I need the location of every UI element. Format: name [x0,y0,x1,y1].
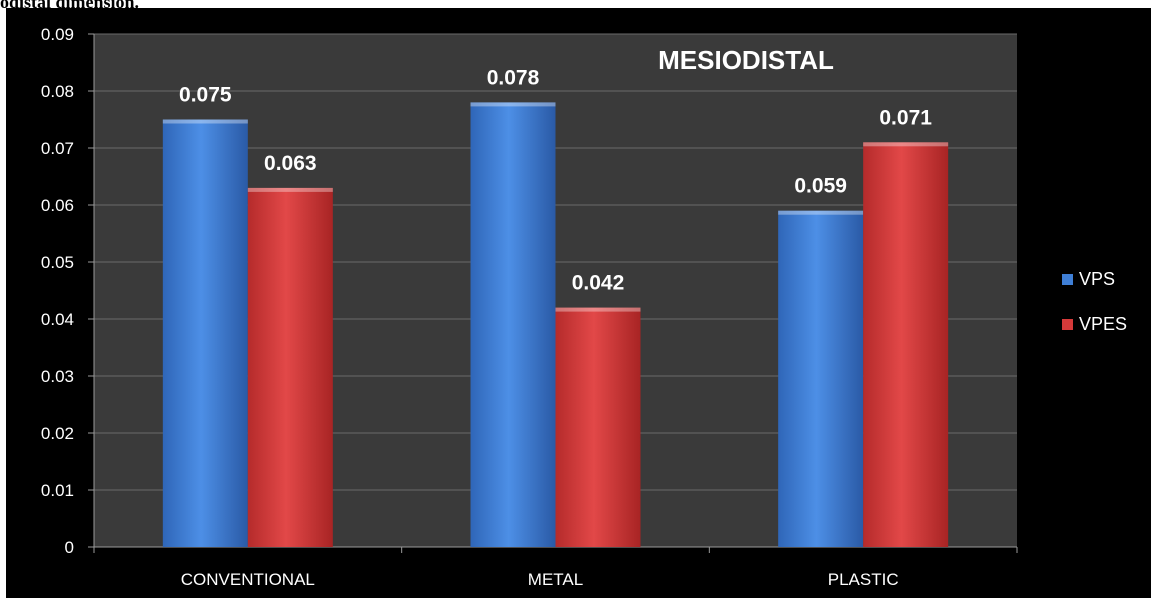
y-tick-label: 0.06 [41,196,74,215]
bar-vpes [247,187,333,547]
y-tick-label: 0.02 [41,424,74,443]
bar-cap [778,210,864,215]
legend-swatch-vps [1062,274,1073,285]
y-tick-label: 0.07 [41,139,74,158]
y-tick-label: 0 [65,538,74,557]
bar-vps [778,210,864,547]
bar-vps [470,102,556,548]
y-tick-label: 0.01 [41,481,74,500]
bar-cap [555,307,641,312]
data-label: 0.042 [572,272,625,295]
bar-vpes [863,142,949,548]
bar-vpes [555,307,641,547]
bar-cap [863,142,949,147]
data-label: 0.059 [794,175,847,198]
figure-caption: odistal dimension. [0,0,140,10]
y-tick-label: 0.09 [41,25,74,44]
bar-cap [470,102,556,107]
bar-cap [247,187,333,192]
x-tick-label: METAL [528,570,583,589]
y-tick-label: 0.08 [41,82,74,101]
y-tick-label: 0.03 [41,367,74,386]
chart-frame: 0 0.01 0.02 0.03 0.04 0.05 0.06 0.07 0.08 0.09 CON… [6,8,1151,598]
data-label: 0.075 [179,84,232,107]
y-tick-label: 0.05 [41,253,74,272]
data-label: 0.063 [264,152,317,175]
legend-swatch-vpes [1062,319,1073,330]
data-label: 0.071 [879,106,932,129]
chart-title: MESIODISTAL [658,45,834,75]
y-tick-label: 0.04 [41,310,74,329]
bar-vps [162,119,248,547]
x-tick-label: PLASTIC [828,570,899,589]
legend-label: VPES [1079,314,1127,334]
legend-label: VPS [1079,269,1115,289]
x-tick-label: CONVENTIONAL [181,570,315,589]
bar-cap [162,119,248,124]
bar-chart: 0 0.01 0.02 0.03 0.04 0.05 0.06 0.07 0.08 0.09 CON… [41,25,1127,589]
data-label: 0.078 [487,66,540,89]
